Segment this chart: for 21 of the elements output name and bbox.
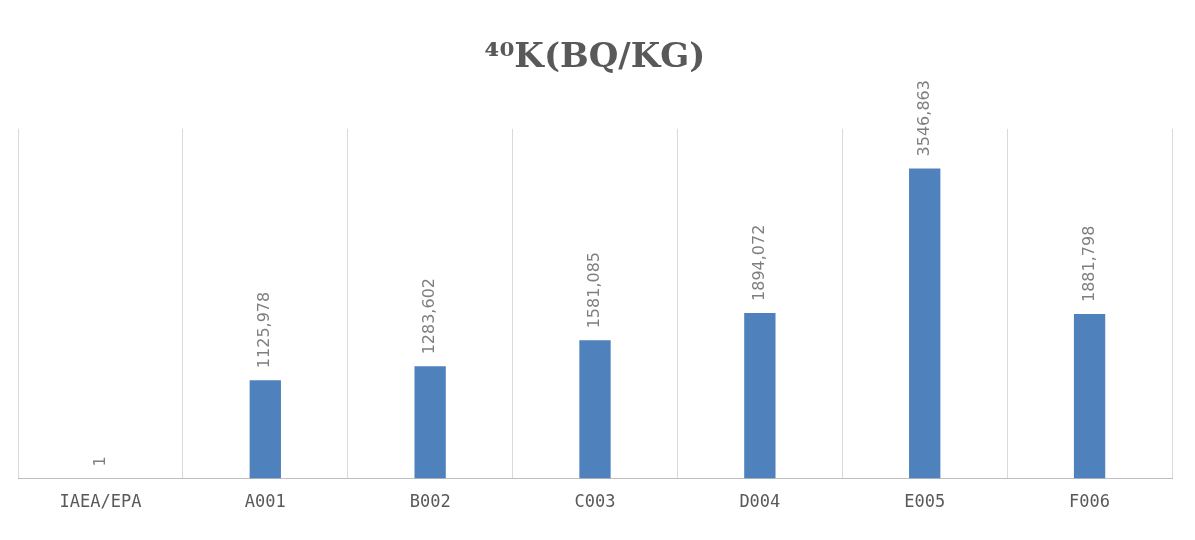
x-tick-label: B002 xyxy=(409,491,451,512)
x-tick-label: C003 xyxy=(574,491,616,512)
data-label: 1283,602 xyxy=(419,278,439,355)
x-tick-label: IAEA/EPA xyxy=(59,491,142,512)
data-label: 1125,978 xyxy=(254,291,274,369)
bar xyxy=(1073,314,1106,479)
x-tick-label: F006 xyxy=(1069,491,1111,512)
bar xyxy=(909,168,941,479)
x-tick-label: D004 xyxy=(739,491,781,512)
x-tick-label: A001 xyxy=(244,491,286,512)
bar xyxy=(744,312,776,479)
bar xyxy=(579,340,611,479)
data-label: 1 xyxy=(89,456,109,467)
data-label: 1881,798 xyxy=(1078,225,1098,303)
x-tick-label: E005 xyxy=(904,491,946,512)
data-label: 3546,863 xyxy=(913,80,933,157)
data-label: 1894,072 xyxy=(749,224,769,301)
bar xyxy=(414,366,446,479)
data-label: 1581,085 xyxy=(584,251,604,329)
chart-title: ⁴⁰K(BQ/KG) xyxy=(484,35,706,76)
bar xyxy=(249,380,281,479)
